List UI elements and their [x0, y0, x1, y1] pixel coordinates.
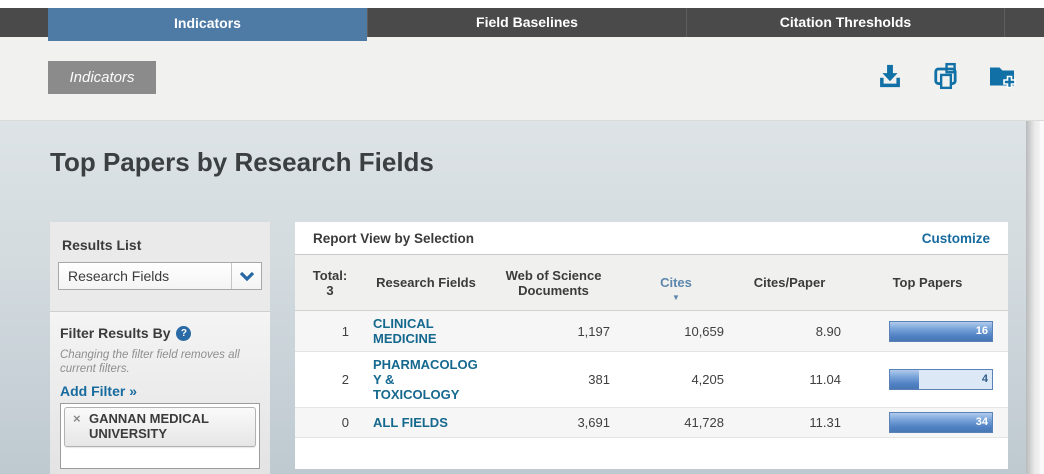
report-table-panel: Report View by Selection Customize Total…	[295, 222, 1008, 469]
column-header-total: Total: 3	[312, 267, 348, 298]
download-icon[interactable]	[876, 61, 904, 91]
field-link-clinical-medicine[interactable]: CLINICAL MEDICINE	[373, 316, 437, 346]
report-view-title: Report View by Selection	[313, 230, 475, 246]
toolbar: Indicators	[0, 37, 1044, 121]
filter-results-by-label: Filter Results By	[60, 325, 171, 341]
column-header-wos-documents[interactable]: Web of Science Documents	[505, 267, 602, 298]
add-filter-link[interactable]: Add Filter »	[60, 383, 138, 399]
cites-per-paper-value: 8.90	[815, 323, 841, 339]
filter-chip-gannan-medical-university[interactable]: × GANNAN MEDICAL UNIVERSITY	[64, 407, 256, 447]
tab-field-baselines[interactable]: Field Baselines	[367, 8, 686, 37]
top-papers-bar: 16	[889, 320, 993, 342]
chevron-down-icon[interactable]	[231, 263, 261, 289]
toolbar-icons	[876, 61, 1016, 91]
filter-note: Changing the filter field removes all cu…	[60, 349, 240, 375]
tab-bar-spacer	[0, 8, 48, 37]
wos-documents-value: 381	[588, 372, 610, 387]
tab-indicators[interactable]: Indicators	[48, 8, 367, 41]
active-filters-box: × GANNAN MEDICAL UNIVERSITY	[60, 403, 260, 469]
table-row: 2 PHARMACOLOG Y & TOXICOLOGY 381 4,205 1…	[295, 352, 1008, 408]
scrollbar[interactable]	[1026, 121, 1040, 474]
row-rank: 1	[341, 323, 349, 339]
breadcrumb-indicators[interactable]: Indicators	[48, 61, 156, 94]
field-link-pharmacology-toxicology[interactable]: PHARMACOLOG Y & TOXICOLOGY	[373, 357, 478, 402]
wos-documents-value: 1,197	[577, 323, 610, 339]
wos-documents-value: 3,691	[577, 415, 610, 430]
cites-header-label: Cites	[660, 275, 692, 290]
row-rank: 0	[341, 415, 349, 430]
help-icon[interactable]: ?	[176, 325, 192, 341]
cites-value: 10,659	[684, 323, 724, 339]
cites-per-paper-value: 11.31	[809, 415, 841, 430]
column-header-top-papers[interactable]: Top Papers	[892, 275, 963, 290]
table-row: 0 ALL FIELDS 3,691 41,728 11.31 34	[295, 408, 1008, 438]
column-header-cites-per-paper[interactable]: Cites/Paper	[753, 275, 826, 290]
top-papers-bar: 34	[889, 412, 993, 433]
top-papers-value: 34	[975, 416, 988, 428]
results-list-section: Results List Research Fields	[50, 222, 270, 312]
results-list-select[interactable]: Research Fields	[58, 262, 262, 290]
sort-descending-icon: ▼	[672, 293, 680, 302]
top-papers-value: 16	[975, 324, 988, 337]
page-content: Top Papers by Research Fields Results Li…	[0, 121, 1044, 474]
tab-citation-thresholds[interactable]: Citation Thresholds	[686, 8, 1005, 37]
scrollbar-edge	[1040, 121, 1044, 474]
page-title: Top Papers by Research Fields	[50, 147, 434, 177]
remove-filter-icon[interactable]: ×	[73, 411, 81, 426]
field-link-all-fields[interactable]: ALL FIELDS	[373, 415, 448, 430]
column-header-cites-sorted[interactable]: Cites ▼	[620, 255, 732, 310]
sidebar: Results List Research Fields Filter Resu…	[50, 222, 270, 474]
column-header-research-fields[interactable]: Research Fields	[376, 275, 476, 290]
cites-per-paper-value: 11.04	[809, 372, 841, 387]
results-list-label: Results List	[62, 237, 142, 253]
cites-value: 4,205	[691, 372, 724, 387]
row-rank: 2	[341, 372, 349, 387]
top-papers-value: 4	[981, 373, 988, 385]
top-papers-bar: 4	[889, 369, 993, 390]
results-list-selected-value: Research Fields	[68, 268, 170, 284]
customize-link[interactable]: Customize	[921, 230, 990, 246]
filter-chip-label: GANNAN MEDICAL UNIVERSITY	[89, 411, 209, 441]
main-tab-bar: Indicators Field Baselines Citation Thre…	[0, 8, 1044, 41]
filter-section: Filter Results By ? Changing the filter …	[50, 312, 270, 474]
table-row: 1 CLINICAL MEDICINE 1,197 10,659 8.90 16	[295, 311, 1008, 352]
add-to-folder-icon[interactable]	[988, 61, 1016, 91]
cites-value: 41,728	[684, 415, 724, 430]
table-header-row: Total: 3 Research Fields Web of Science …	[295, 255, 1008, 311]
print-icon[interactable]	[932, 61, 960, 91]
